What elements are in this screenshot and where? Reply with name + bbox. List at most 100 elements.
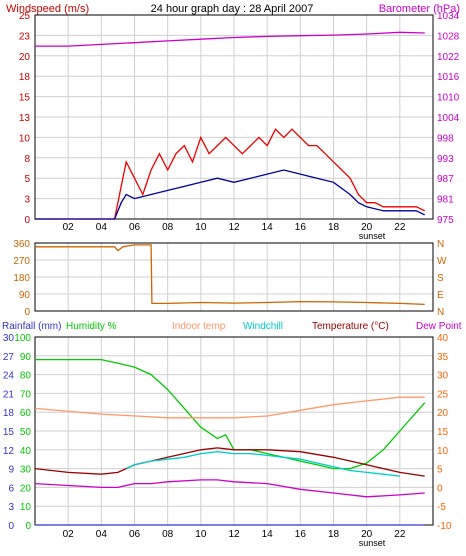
tick-label: 3 xyxy=(24,195,30,206)
tick-label: 12 xyxy=(3,446,15,457)
tick-label: 0 xyxy=(25,521,31,532)
tick-label: W xyxy=(437,256,447,267)
tick-label: 18 xyxy=(3,408,15,419)
tick-label: 1034 xyxy=(437,11,460,22)
tick-label: 975 xyxy=(437,215,454,226)
hour-tick-label: 10 xyxy=(195,529,207,540)
hour-tick-label: 04 xyxy=(96,529,108,540)
humidity-ticks: 0 10 20 30 40 50 60 70 80 90 100 xyxy=(14,333,31,532)
grid xyxy=(35,243,433,311)
tick-label: 5 xyxy=(437,465,443,476)
hour-tick-label: 08 xyxy=(162,529,174,540)
rainfall-ticks: 0 3 6 9 12 15 18 21 24 27 30 xyxy=(3,333,15,532)
tick-label: 0 xyxy=(24,307,30,318)
wind-gust-line xyxy=(35,128,425,220)
tick-label: 70 xyxy=(20,389,32,400)
tick-label: N xyxy=(437,307,444,318)
indoor-temp-line xyxy=(34,396,425,419)
hour-tick-label: 06 xyxy=(129,529,141,540)
chart-title: 24 hour graph day : 28 April 2007 xyxy=(151,3,314,15)
hour-tick-label: 12 xyxy=(228,222,240,233)
tick-label: 30 xyxy=(20,465,32,476)
tick-label: 993 xyxy=(437,154,454,165)
hour-tick-label: 10 xyxy=(195,222,207,233)
plot-frame xyxy=(34,242,434,312)
tick-label: 10 xyxy=(437,446,449,457)
tick-label: 1022 xyxy=(437,52,460,63)
tick-label: 0 xyxy=(437,483,443,494)
windspeed-ticks: 0 3 5 8 10 13 15 18 20 23 25 xyxy=(19,11,31,226)
hour-tick-label: 18 xyxy=(328,222,340,233)
tick-label: 6 xyxy=(8,483,14,494)
legend-windchill: Windchill xyxy=(243,321,283,332)
tick-label: 15 xyxy=(19,93,31,104)
dew-point-line xyxy=(34,479,425,498)
legend-rainfall: Rainfall (mm) xyxy=(2,321,61,332)
tick-label: 25 xyxy=(437,389,449,400)
legend-dew-point: Dew Point xyxy=(416,321,462,332)
windspeed-axis-title: Windspeed (m/s) xyxy=(6,3,89,15)
legend-humidity: Humidity % xyxy=(66,321,117,332)
barometer-line xyxy=(35,31,425,47)
tick-label: 5 xyxy=(24,174,30,185)
tick-label: 987 xyxy=(437,174,454,185)
tick-label: 3 xyxy=(8,502,14,513)
tick-label: 23 xyxy=(19,31,31,42)
series-lines xyxy=(34,358,426,526)
direction-ticks: 0 90 180 270 360 xyxy=(13,239,30,318)
tick-label: N xyxy=(437,239,444,250)
barometer-axis-title: Barometer (hPa) xyxy=(379,3,460,15)
temperature-ticks: -10 -5 0 5 10 15 20 25 30 35 40 xyxy=(437,333,452,532)
tick-label: -10 xyxy=(437,521,452,532)
tick-label: 90 xyxy=(19,290,31,301)
tick-label: 20 xyxy=(20,483,32,494)
tick-label: -5 xyxy=(437,502,446,513)
legend: Rainfall (mm) Humidity % Indoor temp Win… xyxy=(2,321,462,332)
tick-label: 10 xyxy=(19,133,31,144)
tick-label: 180 xyxy=(13,273,30,284)
legend-temperature: Temperature (°C) xyxy=(312,321,389,332)
tick-label: 9 xyxy=(8,465,14,476)
tick-label: 1004 xyxy=(437,113,460,124)
hour-ticks: 02 04 06 08 10 12 14 16 18 20 22 xyxy=(63,222,406,233)
tick-label: 18 xyxy=(19,72,31,83)
legend-indoor-temp: Indoor temp xyxy=(172,321,226,332)
wind-baro-chart: Windspeed (m/s) 24 hour graph day : 28 A… xyxy=(6,3,460,241)
tick-label: 15 xyxy=(437,427,449,438)
tick-label: 0 xyxy=(8,521,14,532)
tick-label: 35 xyxy=(437,352,449,363)
tick-label: 981 xyxy=(437,195,454,206)
barometer-ticks: 975 981 987 993 998 1004 1010 1016 1022 1028 1034 xyxy=(437,11,460,226)
plot-frame xyxy=(34,14,434,220)
hour-tick-label: 02 xyxy=(63,222,75,233)
hour-tick-label: 02 xyxy=(63,529,75,540)
tick-label: 30 xyxy=(437,371,449,382)
tick-label: 30 xyxy=(3,333,15,344)
hour-tick-label: 18 xyxy=(328,529,340,540)
windchill-line xyxy=(125,451,400,477)
tick-label: 100 xyxy=(14,333,31,344)
tick-label: 60 xyxy=(20,408,32,419)
tick-label: 15 xyxy=(3,427,15,438)
hour-tick-label: 06 xyxy=(129,222,141,233)
tick-label: E xyxy=(437,290,444,301)
tick-label: 10 xyxy=(20,502,32,513)
hour-tick-label: 08 xyxy=(162,222,174,233)
tick-label: 25 xyxy=(19,11,31,22)
hour-tick-label: 20 xyxy=(361,222,373,233)
tick-label: S xyxy=(437,273,444,284)
tick-label: 20 xyxy=(437,408,449,419)
tick-label: 13 xyxy=(19,113,31,124)
tick-label: 1010 xyxy=(437,93,460,104)
hour-ticks: 02 04 06 08 10 12 14 16 18 20 22 xyxy=(63,529,406,540)
tick-label: 8 xyxy=(24,154,30,165)
hour-tick-label: 22 xyxy=(394,529,406,540)
series-lines xyxy=(35,31,425,220)
tick-label: 80 xyxy=(20,371,32,382)
tick-label: 50 xyxy=(20,427,32,438)
tick-label: 90 xyxy=(20,352,32,363)
tick-label: 998 xyxy=(437,133,454,144)
